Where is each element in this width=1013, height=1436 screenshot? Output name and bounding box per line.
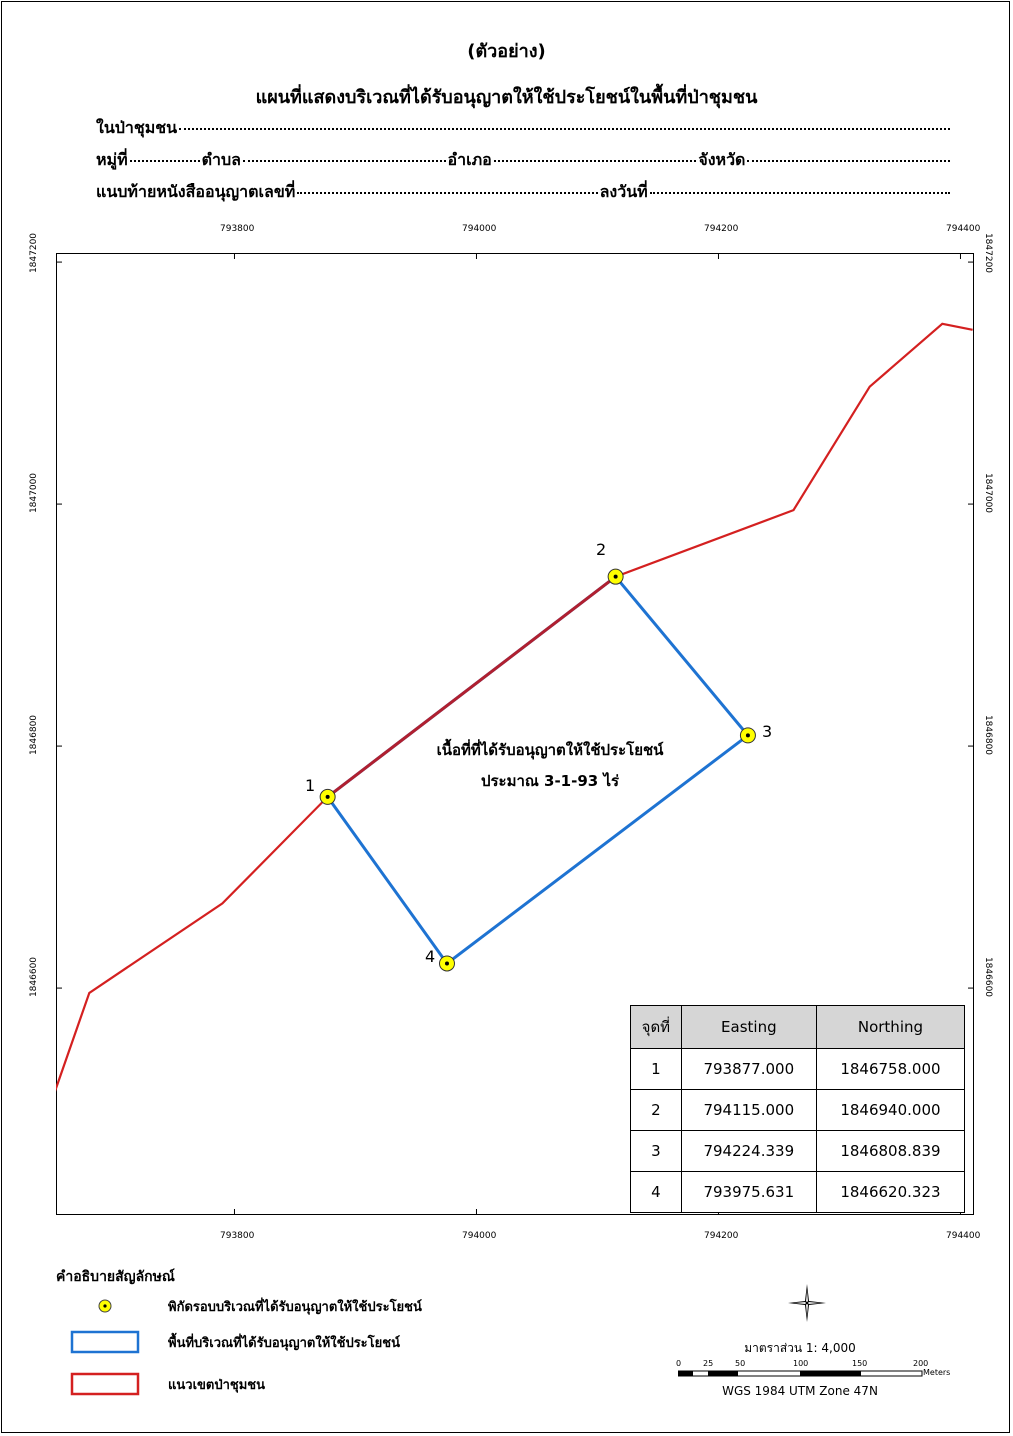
scale-bar bbox=[678, 1370, 923, 1377]
northing-tick-left: 1847200 bbox=[29, 232, 40, 274]
example-label: (ตัวอย่าง) bbox=[467, 41, 546, 62]
boundary-point-center-1 bbox=[325, 794, 330, 799]
table-row: 3 794224.339 1846808.839 bbox=[630, 1130, 966, 1172]
point-label-3: 3 bbox=[762, 722, 773, 741]
shared-boundary-edge bbox=[326, 575, 617, 799]
easting-tick-bottom: 794400 bbox=[946, 1231, 981, 1241]
northing-tick-right: 1847200 bbox=[983, 232, 994, 274]
table-header-row: จุดที่ Easting Northing bbox=[630, 1005, 966, 1049]
area-label-line2: ประมาณ 3-1-93 ไร่ bbox=[480, 772, 620, 790]
northing-tick-right: 1846600 bbox=[983, 956, 994, 998]
blue-outline-swatch-icon bbox=[70, 1330, 140, 1354]
northing-tick-left: 1847000 bbox=[29, 472, 40, 514]
legend-item-permit-area: พื้นที่บริเวณที่ได้รับอนุญาตให้ใช้ประโยช… bbox=[70, 1330, 400, 1354]
point-label-4: 4 bbox=[425, 947, 436, 966]
table-cell: 3 bbox=[630, 1130, 682, 1172]
red-outline-swatch-icon bbox=[70, 1372, 140, 1396]
north-arrow-icon bbox=[788, 1284, 826, 1322]
table-cell: 4 bbox=[630, 1171, 682, 1213]
scale-label: 50 bbox=[735, 1359, 746, 1368]
map-canvas bbox=[56, 253, 974, 1215]
community-forest-line: ในป่าชุมชน bbox=[96, 116, 952, 141]
coordinate-system-label: WGS 1984 UTM Zone 47N bbox=[722, 1384, 878, 1398]
table-cell: 793975.631 bbox=[680, 1171, 817, 1213]
easting-tick-bottom: 793800 bbox=[220, 1231, 255, 1241]
location-line: หมู่ที่ ตำบล อำเภอ จังหวัด bbox=[96, 148, 952, 173]
scale-label: 200 bbox=[913, 1359, 929, 1368]
community-forest-field bbox=[179, 128, 950, 130]
easting-tick-bottom: 794000 bbox=[462, 1231, 497, 1241]
scale-label: 25 bbox=[703, 1359, 714, 1368]
village-field bbox=[129, 160, 200, 162]
table-cell: 1846808.839 bbox=[815, 1130, 966, 1172]
district-label: อำเภอ bbox=[447, 150, 492, 169]
table-row: 4 793975.631 1846620.323 bbox=[630, 1171, 966, 1213]
legend-label: แนวเขตป่าชุมชน bbox=[168, 1377, 265, 1393]
legend-title: คำอธิบายสัญลักษณ์ bbox=[56, 1269, 175, 1285]
area-label-line1: เนื้อที่ที่ได้รับอนุญาตให้ใช้ประโยชน์ bbox=[436, 741, 664, 759]
scale-unit: Meters bbox=[923, 1368, 951, 1377]
permit-number-label: แนบท้ายหนังสืออนุญาตเลขที่ bbox=[96, 182, 296, 201]
district-field bbox=[493, 160, 697, 162]
northing-tick-right: 1847000 bbox=[983, 472, 994, 514]
subdistrict-field bbox=[242, 160, 446, 162]
village-label: หมู่ที่ bbox=[96, 150, 128, 169]
coordinate-table: จุดที่ Easting Northing 1 793877.000 184… bbox=[630, 1005, 966, 1213]
table-header: Northing bbox=[815, 1005, 966, 1049]
table-cell: 1846940.000 bbox=[815, 1089, 966, 1131]
table-cell: 2 bbox=[630, 1089, 682, 1131]
easting-tick-top: 793800 bbox=[220, 224, 255, 234]
point-label-2: 2 bbox=[596, 540, 607, 559]
permit-number-field bbox=[297, 192, 598, 194]
subdistrict-label: ตำบล bbox=[201, 150, 241, 169]
province-field bbox=[747, 160, 950, 162]
easting-tick-top: 794400 bbox=[946, 224, 981, 234]
point-marker-icon bbox=[70, 1294, 140, 1318]
northing-tick-right: 1846800 bbox=[983, 714, 994, 756]
point-label-1: 1 bbox=[305, 776, 316, 795]
table-cell: 794115.000 bbox=[680, 1089, 817, 1131]
legend-item-forest-boundary: แนวเขตป่าชุมชน bbox=[70, 1372, 265, 1396]
map-title: แผนที่แสดงบริเวณที่ได้รับอนุญาตให้ใช้ประ… bbox=[255, 87, 758, 108]
table-cell: 1846620.323 bbox=[815, 1171, 966, 1213]
table-row: 2 794115.000 1846940.000 bbox=[630, 1089, 966, 1131]
legend-label: พิกัดรอบบริเวณที่ได้รับอนุญาตให้ใช้ประโย… bbox=[168, 1299, 422, 1315]
scale-label: 100 bbox=[793, 1359, 809, 1368]
province-label: จังหวัด bbox=[698, 150, 746, 169]
northing-tick-left: 1846800 bbox=[29, 714, 40, 756]
northing-tick-left: 1846600 bbox=[29, 956, 40, 998]
legend-item-point: พิกัดรอบบริเวณที่ได้รับอนุญาตให้ใช้ประโย… bbox=[70, 1294, 422, 1318]
permit-line: แนบท้ายหนังสืออนุญาตเลขที่ ลงวันที่ bbox=[96, 180, 952, 205]
table-header: Easting bbox=[680, 1005, 817, 1049]
easting-tick-top: 794000 bbox=[462, 224, 497, 234]
table-cell: 793877.000 bbox=[680, 1048, 817, 1090]
boundary-point-center-2 bbox=[613, 574, 618, 579]
scale-text: มาตราส่วน 1: 4,000 bbox=[744, 1341, 856, 1355]
legend-label: พื้นที่บริเวณที่ได้รับอนุญาตให้ใช้ประโยช… bbox=[168, 1335, 400, 1351]
permit-date-label: ลงวันที่ bbox=[599, 182, 648, 201]
boundary-point-center-3 bbox=[745, 733, 750, 738]
permit-date-field bbox=[649, 192, 951, 194]
boundary-point-center-4 bbox=[444, 961, 449, 966]
scale-label: 0 bbox=[676, 1359, 682, 1368]
table-cell: 1 bbox=[630, 1048, 682, 1090]
table-row: 1 793877.000 1846758.000 bbox=[630, 1048, 966, 1090]
table-cell: 1846758.000 bbox=[815, 1048, 966, 1090]
easting-tick-top: 794200 bbox=[704, 224, 739, 234]
table-cell: 794224.339 bbox=[680, 1130, 817, 1172]
community-forest-label: ในป่าชุมชน bbox=[96, 118, 178, 137]
easting-tick-bottom: 794200 bbox=[704, 1231, 739, 1241]
table-header: จุดที่ bbox=[630, 1005, 682, 1049]
community-forest-boundary bbox=[56, 322, 973, 1092]
scale-label: 150 bbox=[852, 1359, 868, 1368]
